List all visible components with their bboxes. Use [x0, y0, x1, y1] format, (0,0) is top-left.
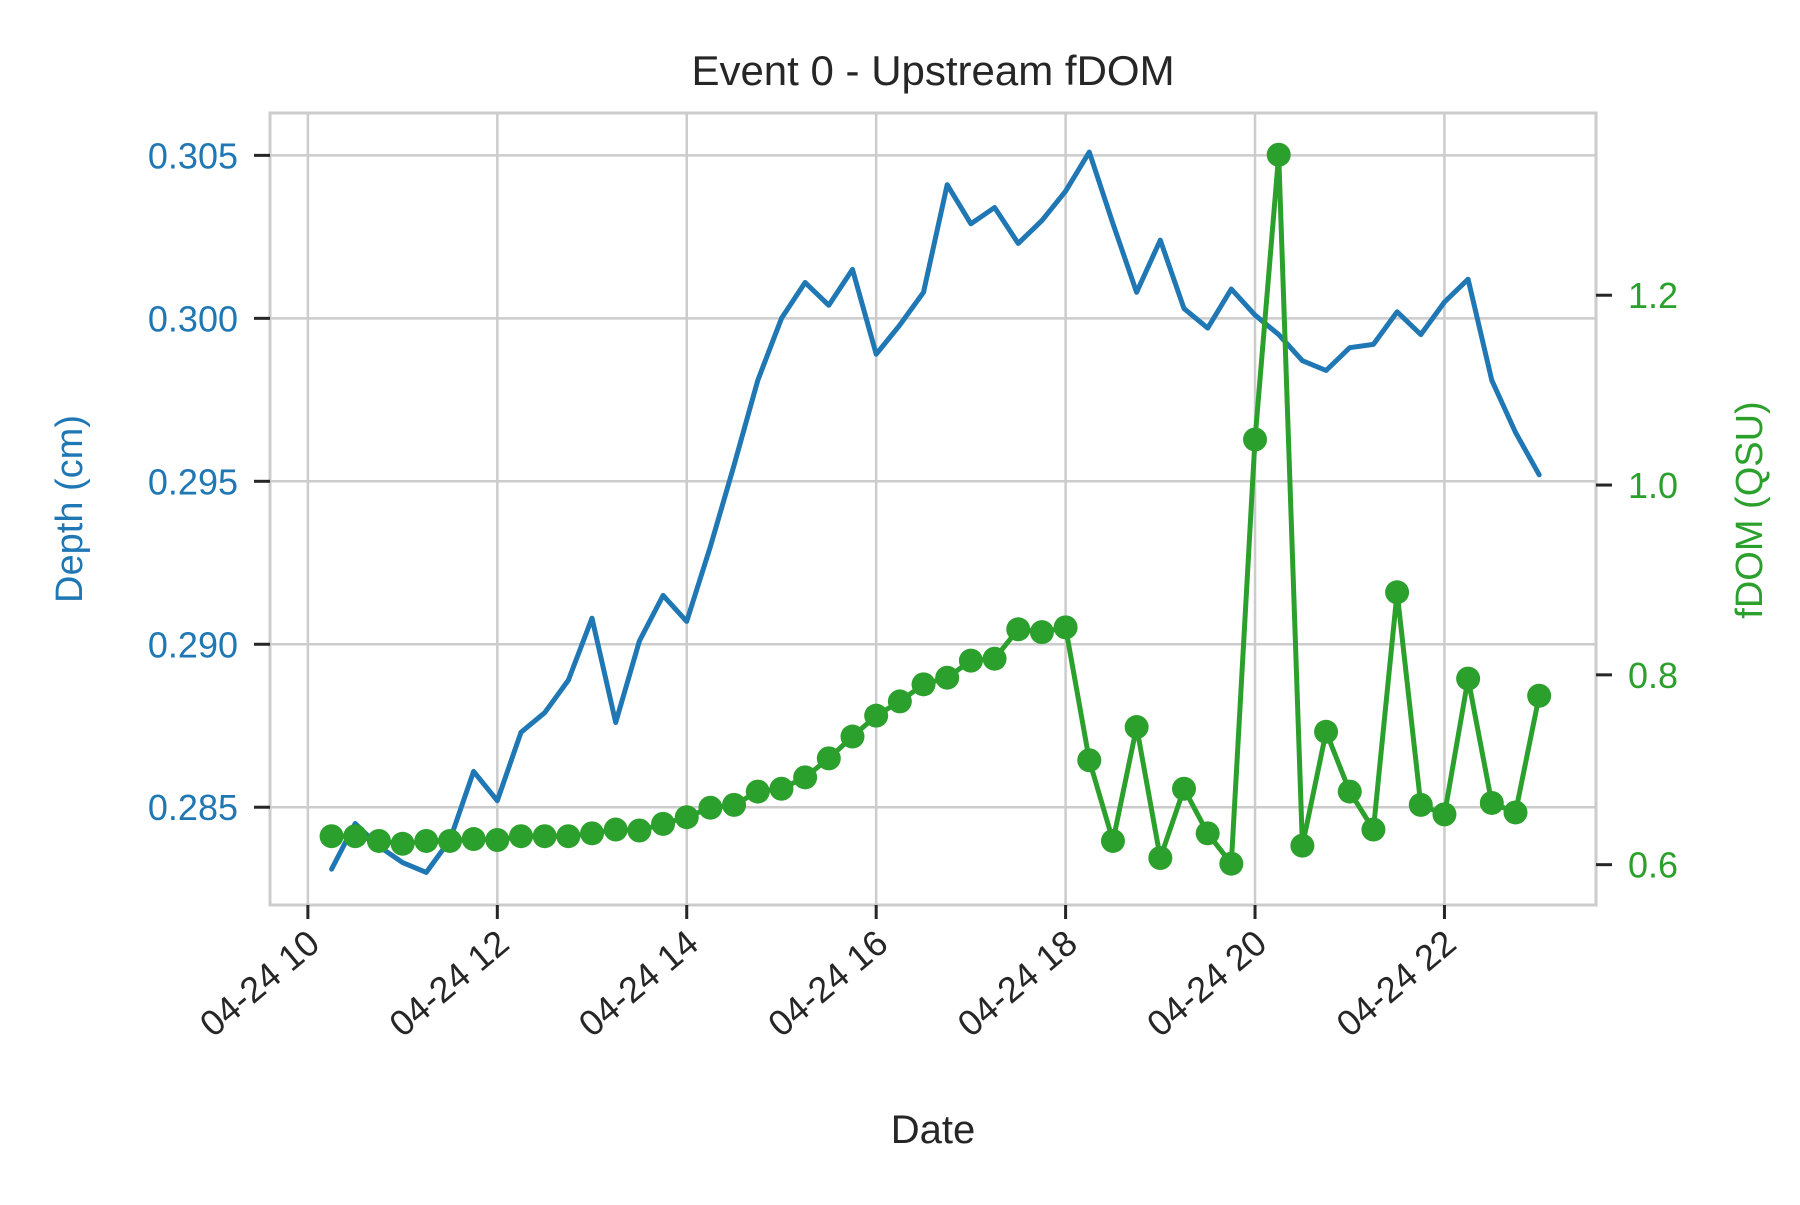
- fdom-point: [1219, 851, 1244, 876]
- fdom-point: [722, 792, 747, 817]
- fdom-point: [1527, 683, 1552, 708]
- chart-title: Event 0 - Upstream fDOM: [691, 47, 1174, 94]
- fdom-point: [627, 818, 652, 843]
- y-left-tick-label: 0.305: [148, 135, 238, 176]
- y-left-axis-label: Depth (cm): [49, 415, 91, 603]
- fdom-point: [1314, 719, 1339, 744]
- fdom-point: [1053, 615, 1078, 640]
- y-left-tick-label: 0.300: [148, 298, 238, 339]
- fdom-point: [556, 824, 581, 849]
- fdom-point: [698, 795, 723, 820]
- fdom-point: [1408, 792, 1433, 817]
- fdom-point: [1029, 620, 1054, 645]
- x-axis: 04-24 10 04-24 12 04-24 14 04-24 16 04-24 18…: [192, 905, 1464, 1044]
- fdom-point: [1432, 802, 1457, 827]
- fdom-point: [887, 689, 912, 714]
- fdom-point: [1266, 142, 1291, 167]
- fdom-series: [319, 142, 1552, 876]
- series-layer: [319, 142, 1552, 876]
- fdom-point: [603, 817, 628, 842]
- fdom-point: [1148, 846, 1173, 871]
- fdom-point: [1100, 828, 1125, 853]
- fdom-point: [982, 646, 1007, 671]
- x-tick-label: 04-24 22: [1328, 922, 1463, 1045]
- fdom-point: [1456, 666, 1481, 691]
- depth-line: [329, 149, 1542, 875]
- x-axis-label: Date: [891, 1108, 976, 1152]
- fdom-point: [1195, 821, 1220, 846]
- x-tick-label: 04-24 20: [1139, 922, 1274, 1045]
- fdom-point: [1243, 427, 1268, 452]
- right-axis: 0.6 0.8 1.0 1.2: [1596, 275, 1678, 886]
- fdom-point: [745, 779, 770, 804]
- fdom-point: [1124, 715, 1149, 740]
- fdom-point: [485, 827, 510, 852]
- depth-series: [329, 149, 1542, 875]
- fdom-point: [793, 765, 818, 790]
- fdom-point: [935, 665, 960, 690]
- fdom-point: [1361, 817, 1386, 842]
- x-tick-label: 04-24 10: [192, 922, 327, 1045]
- fdom-point: [1006, 617, 1031, 642]
- fdom-point: [864, 703, 889, 728]
- fdom-point: [414, 828, 439, 853]
- fdom-point: [769, 776, 794, 801]
- fdom-point: [319, 824, 344, 849]
- y-left-tick-label: 0.285: [148, 787, 238, 828]
- fdom-point: [508, 824, 533, 849]
- plot-frame: [268, 111, 1598, 907]
- fdom-point: [461, 827, 486, 852]
- fdom-point: [1479, 790, 1504, 815]
- fdom-point: [958, 648, 983, 673]
- y-right-tick-label: 1.0: [1628, 465, 1678, 506]
- fdom-point: [580, 821, 605, 846]
- y-right-tick-label: 0.6: [1628, 845, 1678, 886]
- left-axis: 0.285 0.290 0.295 0.300 0.305: [148, 135, 270, 828]
- x-tick-label: 04-24 18: [950, 922, 1085, 1045]
- fdom-point: [840, 724, 865, 749]
- x-tick-label: 04-24 14: [571, 922, 706, 1045]
- fdom-point: [816, 746, 841, 771]
- fdom-point: [1503, 800, 1528, 825]
- fdom-point: [674, 805, 699, 830]
- fdom-point: [437, 828, 462, 853]
- fdom-point: [366, 828, 391, 853]
- fdom-point: [911, 672, 936, 697]
- fdom-point: [651, 811, 676, 836]
- fdom-point: [1171, 776, 1196, 801]
- x-tick-label: 04-24 16: [760, 922, 895, 1045]
- fdom-point: [532, 824, 557, 849]
- fdom-point: [1290, 833, 1315, 858]
- y-right-tick-label: 1.2: [1628, 275, 1678, 316]
- y-right-tick-label: 0.8: [1628, 655, 1678, 696]
- x-tick-label: 04-24 12: [381, 922, 516, 1045]
- fdom-point: [390, 831, 415, 856]
- fdom-point: [1077, 748, 1102, 773]
- fdom-point: [1337, 779, 1362, 804]
- grid: [270, 113, 1596, 905]
- y-left-tick-label: 0.295: [148, 461, 238, 502]
- fdom-point: [1385, 580, 1410, 605]
- fdom-point: [343, 824, 368, 849]
- y-left-tick-label: 0.290: [148, 624, 238, 665]
- y-right-axis-label: fDOM (QSU): [1729, 401, 1771, 618]
